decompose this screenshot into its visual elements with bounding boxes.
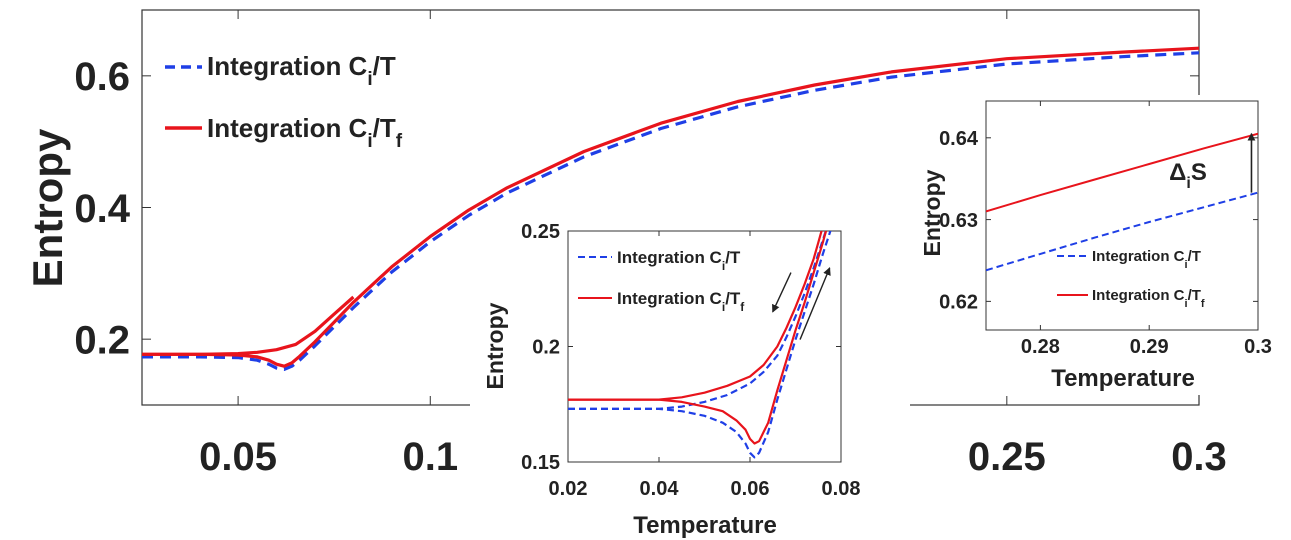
inset-left-xtick-labels: 0.02 0.04 0.06 0.08 [549, 478, 861, 500]
main-ytick-labels: 0.2 0.4 0.6 [74, 55, 130, 362]
inset-right-legend-label-1: Integration Ci/T [1092, 248, 1201, 271]
inset-left-legend-label-1: Integration Ci/T [617, 248, 741, 273]
main-series [142, 46, 1199, 371]
inset-right-series [986, 132, 1258, 272]
inset-left-xtick-label-1: 0.04 [640, 478, 680, 500]
inset-right-xlabel: Temperature [1051, 365, 1195, 392]
main-xtick-label-1: 0.1 [402, 435, 458, 479]
inset-left-series-2 [568, 231, 828, 445]
main-ytick-label-1: 0.4 [74, 187, 130, 231]
inset-left-arrow-1 [799, 267, 831, 340]
inset-left-series-1 [568, 231, 827, 410]
inset-left-ytick-labels: 0.15 0.2 0.25 [521, 221, 560, 474]
inset-left-xtick-label-0: 0.02 [549, 478, 588, 500]
inset-left-plot-frame [567, 230, 842, 463]
main-ytick-label-2: 0.6 [74, 55, 130, 99]
inset-left-ytick-label-2: 0.25 [521, 221, 560, 243]
main-ylabel: Entropy [24, 128, 71, 287]
main-legend-label-1: Integration Ci/T [207, 51, 396, 90]
main-ytick-label-0: 0.2 [74, 319, 130, 363]
main-series-0 [142, 51, 1199, 371]
inset-right-xtick-labels: 0.28 0.29 0.3 [1021, 336, 1272, 358]
inset-left-arrow-0 [772, 272, 792, 313]
main-series-1 [142, 46, 1199, 368]
main-xtick-label-0: 0.05 [199, 435, 277, 479]
inset-right-legend: Integration Ci/T Integration Ci/Tf [1057, 248, 1205, 310]
inset-left-ytick-label-1: 0.2 [532, 337, 560, 359]
inset-right-ytick-label-0: 0.62 [939, 292, 978, 314]
inset-left-ylabel: Entropy [482, 302, 508, 389]
main-xtick-labels: 0.05 0.1 0.25 0.3 [199, 435, 1227, 479]
main-legend: Integration Ci/T Integration Ci/Tf [165, 51, 403, 152]
inset-right-ylabel: Entropy [919, 169, 945, 256]
inset-right-xtick-label-0: 0.28 [1021, 336, 1060, 358]
inset-right-series-1 [986, 132, 1258, 213]
inset-left-arrows [772, 267, 831, 340]
inset-right-series-0 [986, 191, 1258, 272]
inset-right-ticks [986, 101, 1259, 330]
main-xtick-label-3: 0.3 [1171, 435, 1227, 479]
inset-left-ticks [567, 230, 842, 463]
main-xtick-label-2: 0.25 [968, 435, 1046, 479]
inset-right-chart: 0.28 0.29 0.3 0.62 0.63 0.64 Temperature Ent… [905, 95, 1290, 395]
inset-right-ytick-label-1: 0.63 [939, 210, 978, 232]
inset-right-plot-frame [985, 100, 1259, 331]
inset-left-xtick-label-3: 0.08 [822, 478, 861, 500]
inset-right-xtick-label-2: 0.3 [1244, 336, 1272, 358]
inset-left-xlabel: Temperature [633, 512, 777, 539]
inset-left-series-0 [568, 231, 832, 459]
inset-left-chart: 0.02 0.04 0.06 0.08 0.15 0.2 0.25 Temperature… [470, 221, 910, 540]
inset-right-ytick-label-2: 0.64 [939, 128, 979, 150]
inset-right-xtick-label-1: 0.29 [1130, 336, 1169, 358]
inset-right-delta-label: ΔiS [1169, 159, 1207, 192]
main-legend-label-2: Integration Ci/Tf [207, 113, 403, 152]
inset-left-series-3 [568, 231, 823, 401]
inset-left-legend-label-2: Integration Ci/Tf [617, 289, 745, 314]
inset-left-xtick-label-2: 0.06 [731, 478, 770, 500]
inset-right-ytick-labels: 0.62 0.63 0.64 [939, 128, 979, 314]
inset-left-legend: Integration Ci/T Integration Ci/Tf [578, 248, 745, 314]
main-series-2 [142, 295, 355, 356]
inset-right-legend-label-2: Integration Ci/Tf [1092, 287, 1205, 310]
inset-left-ytick-label-0: 0.15 [521, 452, 560, 474]
inset-left-series [568, 231, 832, 459]
